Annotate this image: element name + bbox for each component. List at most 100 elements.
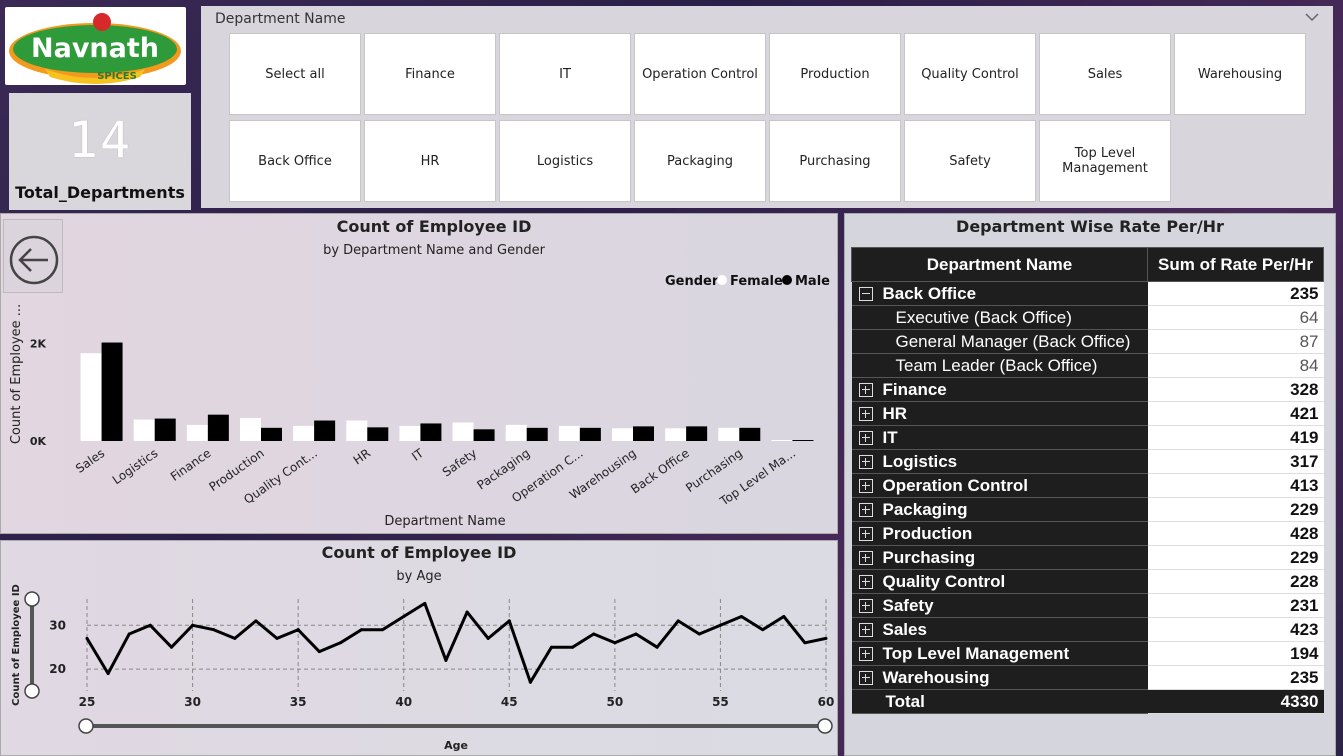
- data-point[interactable]: [233, 636, 237, 640]
- data-point[interactable]: [148, 623, 152, 627]
- x-slider-handle-left[interactable]: [78, 718, 94, 734]
- table-row[interactable]: Top Level Management 194: [851, 641, 1324, 666]
- bar-male[interactable]: [526, 427, 548, 441]
- data-point[interactable]: [634, 632, 638, 636]
- data-point[interactable]: [571, 645, 575, 649]
- legend-item-female[interactable]: Female: [730, 274, 783, 289]
- table-row[interactable]: Safety 231: [851, 593, 1324, 618]
- data-point[interactable]: [381, 628, 385, 632]
- bar-female[interactable]: [665, 428, 687, 441]
- data-point[interactable]: [676, 619, 680, 623]
- bar-male[interactable]: [207, 414, 229, 441]
- data-point[interactable]: [465, 610, 469, 614]
- bar-female[interactable]: [718, 427, 740, 441]
- expand-plus-icon[interactable]: [858, 550, 873, 565]
- slicer-option-safety[interactable]: Safety: [904, 120, 1036, 202]
- data-point[interactable]: [85, 636, 89, 640]
- slicer-option-it[interactable]: IT: [499, 33, 631, 115]
- slicer-option-quality-control[interactable]: Quality Control: [904, 33, 1036, 115]
- slicer-option-operation-control[interactable]: Operation Control: [634, 33, 766, 115]
- data-point[interactable]: [317, 650, 321, 654]
- slicer-option-top-level-management[interactable]: Top Level Management: [1039, 120, 1171, 202]
- data-point[interactable]: [106, 671, 110, 675]
- data-point[interactable]: [507, 619, 511, 623]
- slicer-option-purchasing[interactable]: Purchasing: [769, 120, 901, 202]
- slicer-option-packaging[interactable]: Packaging: [634, 120, 766, 202]
- slicer-option-logistics[interactable]: Logistics: [499, 120, 631, 202]
- expand-plus-icon[interactable]: [858, 430, 873, 445]
- data-point[interactable]: [359, 628, 363, 632]
- table-row[interactable]: General Manager (Back Office) 87: [851, 329, 1324, 354]
- table-row[interactable]: Logistics 317: [851, 449, 1324, 474]
- data-point[interactable]: [550, 645, 554, 649]
- bar-female[interactable]: [399, 425, 421, 441]
- expand-plus-icon[interactable]: [858, 670, 873, 685]
- bar-female[interactable]: [133, 419, 155, 441]
- bar-male[interactable]: [154, 418, 176, 441]
- table-row[interactable]: IT 419: [851, 425, 1324, 450]
- slicer-option-back-office[interactable]: Back Office: [229, 120, 361, 202]
- data-point[interactable]: [782, 615, 786, 619]
- table-row[interactable]: Purchasing 229: [851, 545, 1324, 570]
- expand-plus-icon[interactable]: [858, 646, 873, 661]
- bar-male[interactable]: [686, 426, 708, 441]
- data-point[interactable]: [423, 601, 427, 605]
- bar-male[interactable]: [473, 429, 495, 441]
- bar-male[interactable]: [633, 426, 654, 441]
- data-point[interactable]: [486, 636, 490, 640]
- bar-female[interactable]: [558, 425, 580, 441]
- bar-female[interactable]: [240, 418, 261, 441]
- slicer-option-finance[interactable]: Finance: [364, 33, 496, 115]
- bar-male[interactable]: [314, 420, 336, 441]
- data-point[interactable]: [528, 680, 532, 684]
- data-point[interactable]: [444, 658, 448, 662]
- data-point[interactable]: [275, 636, 279, 640]
- slicer-option-select-all[interactable]: Select all: [229, 33, 361, 115]
- legend-item-male[interactable]: Male: [795, 274, 830, 289]
- table-row[interactable]: Team Leader (Back Office) 84: [851, 353, 1324, 378]
- table-row[interactable]: Sales 423: [851, 617, 1324, 642]
- data-point[interactable]: [740, 615, 744, 619]
- bar-female[interactable]: [80, 353, 102, 441]
- data-point[interactable]: [212, 628, 216, 632]
- table-row[interactable]: Finance 328: [851, 377, 1324, 402]
- bar-female[interactable]: [293, 425, 315, 441]
- slicer-option-hr[interactable]: HR: [364, 120, 496, 202]
- bar-male[interactable]: [261, 427, 282, 441]
- table-row[interactable]: HR 421: [851, 401, 1324, 426]
- data-point[interactable]: [655, 645, 659, 649]
- bar-female[interactable]: [452, 422, 474, 441]
- bar-male[interactable]: [420, 423, 442, 441]
- data-point[interactable]: [254, 619, 258, 623]
- bar-female[interactable]: [771, 440, 793, 441]
- bar-male[interactable]: [792, 440, 814, 441]
- data-point[interactable]: [169, 645, 173, 649]
- table-row[interactable]: Packaging 229: [851, 497, 1324, 522]
- table-row[interactable]: Executive (Back Office) 64: [851, 305, 1324, 330]
- data-point[interactable]: [761, 628, 765, 632]
- collapse-minus-icon[interactable]: [858, 286, 873, 301]
- expand-plus-icon[interactable]: [858, 478, 873, 493]
- table-row[interactable]: Back Office 235: [851, 281, 1324, 306]
- chevron-down-icon[interactable]: [1305, 10, 1319, 26]
- bar-female[interactable]: [186, 424, 208, 441]
- data-point[interactable]: [296, 628, 300, 632]
- bar-male[interactable]: [101, 342, 123, 441]
- data-point[interactable]: [803, 641, 807, 645]
- data-point[interactable]: [718, 623, 722, 627]
- table-row[interactable]: Warehousing 235: [851, 665, 1324, 690]
- table-row[interactable]: Production 428: [851, 521, 1324, 546]
- age-series-line[interactable]: [85, 601, 827, 684]
- table-row[interactable]: Quality Control 228: [851, 569, 1324, 594]
- y-slider-handle-bottom[interactable]: [24, 683, 40, 699]
- expand-plus-icon[interactable]: [858, 526, 873, 541]
- data-point[interactable]: [402, 615, 406, 619]
- bar-male[interactable]: [579, 427, 601, 441]
- header-sum-rate[interactable]: Sum of Rate Per/Hr: [1147, 247, 1324, 282]
- bar-female[interactable]: [346, 420, 368, 441]
- expand-plus-icon[interactable]: [858, 502, 873, 517]
- expand-plus-icon[interactable]: [858, 574, 873, 589]
- header-department-name[interactable]: Department Name: [851, 247, 1148, 282]
- expand-plus-icon[interactable]: [858, 622, 873, 637]
- y-slider-handle-top[interactable]: [24, 591, 40, 607]
